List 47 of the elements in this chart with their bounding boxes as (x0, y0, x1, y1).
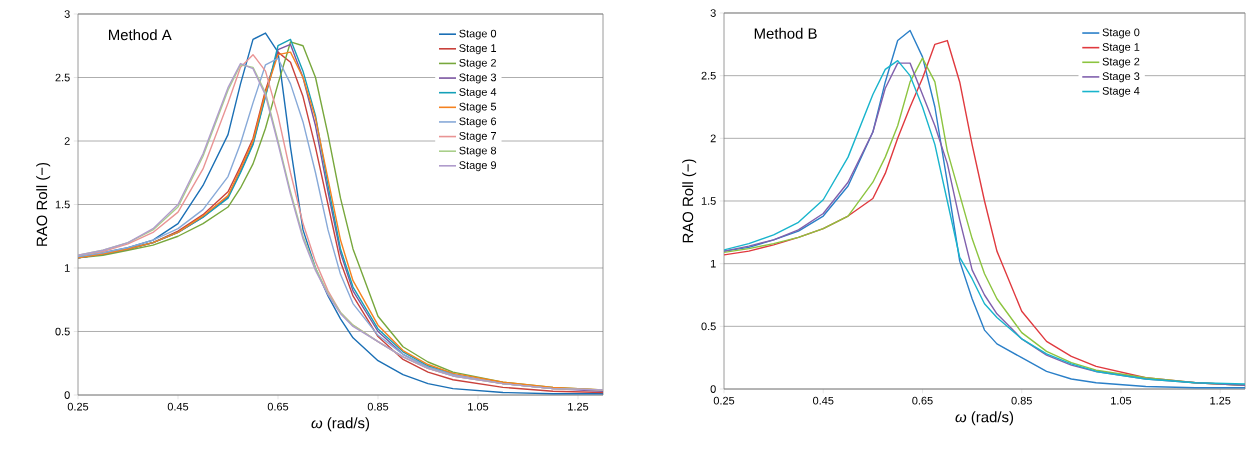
legend-label: Stage 7 (459, 132, 496, 142)
y-tick-label: 2.5 (701, 71, 716, 80)
x-tick-label: 0.85 (1011, 396, 1032, 405)
x-tick-label: 0.25 (67, 402, 89, 411)
x-tick-label: 0.45 (813, 396, 834, 405)
legend-label: Stage 2 (1102, 57, 1140, 68)
y-tick-label: 3 (710, 9, 716, 17)
legend-label: Stage 4 (1102, 86, 1140, 97)
x-tick-label: 1.25 (1210, 396, 1231, 405)
legend-label: Stage 3 (1102, 72, 1140, 83)
legend-label: Stage 1 (459, 44, 497, 55)
y-tick-label: 1 (64, 264, 70, 272)
legend-label: Stage 4 (459, 88, 497, 99)
y-tick-label: 1.5 (55, 200, 70, 209)
x-tick-label: 0.45 (167, 402, 189, 411)
y-axis-title: RAO Roll (−) (36, 162, 51, 246)
legend-label: Stage 1 (1102, 43, 1140, 53)
x-tick-label: 1.05 (1111, 396, 1132, 405)
legend-label: Stage 3 (459, 73, 497, 84)
text: Method B (754, 27, 817, 39)
legend-label: Stage 9 (459, 161, 497, 172)
legend-label: Stage 6 (459, 117, 497, 128)
y-tick-label: 1.5 (701, 197, 716, 205)
x-tick-label: 1.25 (568, 402, 589, 411)
legend-label: Stage 5 (459, 102, 497, 113)
x-axis-title: ω (rad/s) (311, 417, 370, 432)
y-tick-label: 2 (64, 137, 70, 145)
x-tick-label: 1.05 (468, 402, 489, 411)
y-tick-label: 0.5 (701, 322, 716, 331)
y-tick-label: 3 (64, 10, 70, 18)
y-tick-label: 1 (710, 259, 716, 268)
y-tick-label: 2.5 (55, 73, 70, 82)
x-tick-label: 0.25 (713, 396, 735, 405)
x-tick-label: 0.65 (912, 396, 933, 405)
x-axis-title: ω (rad/s) (955, 411, 1014, 426)
legend-label: Stage 8 (459, 146, 497, 157)
y-axis-title: RAO Roll (−) (682, 159, 697, 243)
legend-label: Stage 0 (459, 29, 497, 40)
y-tick-label: 2 (710, 134, 716, 143)
legend-label: Stage 0 (1102, 28, 1140, 39)
text: Method A (108, 29, 172, 41)
x-tick-label: 0.85 (367, 402, 389, 411)
y-tick-label: 0 (710, 385, 716, 393)
x-tick-label: 0.65 (267, 402, 289, 411)
legend-label: Stage 2 (459, 58, 496, 69)
y-tick-label: 0 (64, 391, 70, 399)
y-tick-label: 0.5 (55, 327, 70, 336)
